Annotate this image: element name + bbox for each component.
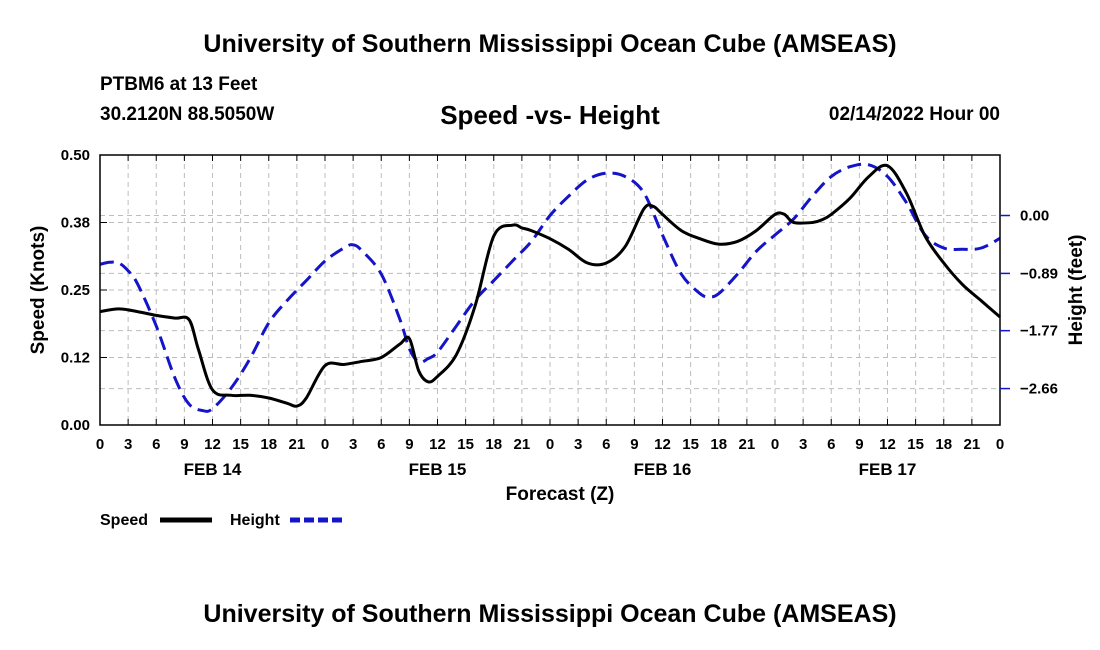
y-tick-label: 0.25: [61, 282, 90, 299]
x-day-label: FEB 17: [859, 460, 917, 479]
x-tick-label: 3: [349, 436, 357, 453]
footer-title: University of Southern Mississippi Ocean…: [203, 600, 897, 628]
axis-layer: 0 3 6 9 12 15 18 21 0 3 6 9 12 15 18 21 0 3 6 9 12 15 18 21 0 3 6 9…: [61, 147, 1058, 479]
x-tick-label: 15: [682, 436, 699, 453]
x-tick-label: 9: [180, 436, 188, 453]
speed-series-line: [99, 163, 1001, 408]
chart-subtitle: Speed -vs- Height: [440, 100, 660, 130]
x-tick-label: 3: [124, 436, 132, 453]
legend-height-label: Height: [230, 512, 280, 529]
y2-tick-label: 0.00: [1020, 208, 1049, 225]
x-tick-label: 3: [799, 436, 807, 453]
x-day-label: FEB 14: [184, 460, 242, 479]
x-tick-label: 6: [152, 436, 160, 453]
x-tick-label: 15: [232, 436, 249, 453]
x-axis-label: Forecast (Z): [506, 484, 615, 505]
x-tick-label: 0: [771, 436, 779, 453]
x-tick-label: 0: [546, 436, 554, 453]
x-tick-label: 21: [964, 436, 981, 453]
forecast-date: 02/14/2022 Hour 00: [828, 104, 1000, 125]
x-tick-label: 9: [630, 436, 638, 453]
y-tick-label: 0.38: [61, 215, 90, 232]
y2-tick-label: −1.77: [1020, 323, 1058, 340]
y-tick-label: 0.50: [61, 147, 90, 164]
series-layer: [99, 162, 1001, 413]
x-tick-label: 9: [405, 436, 413, 453]
x-tick-label: 18: [260, 436, 277, 453]
x-tick-label: 0: [321, 436, 329, 453]
x-tick-label: 15: [457, 436, 474, 453]
x-tick-label: 9: [855, 436, 863, 453]
x-tick-label: 6: [377, 436, 385, 453]
x-tick-label: 21: [739, 436, 756, 453]
y2-axis-label: Height (feet): [1066, 235, 1087, 346]
x-tick-label: 6: [602, 436, 610, 453]
x-tick-label: 21: [289, 436, 306, 453]
station-coordinates: 30.2120N 88.5050W: [100, 104, 275, 125]
x-tick-label: 12: [429, 436, 446, 453]
y-tick-label: 0.12: [61, 350, 90, 367]
x-tick-label: 3: [574, 436, 582, 453]
y-axis-label: Speed (Knots): [28, 226, 49, 355]
x-tick-label: 12: [654, 436, 671, 453]
x-tick-label: 18: [485, 436, 502, 453]
x-tick-label: 0: [96, 436, 104, 453]
x-tick-label: 18: [710, 436, 727, 453]
x-tick-label: 6: [827, 436, 835, 453]
chart-main-title: University of Southern Mississippi Ocean…: [203, 30, 897, 58]
station-label: PTBM6 at 13 Feet: [100, 74, 258, 95]
grid-layer: [100, 155, 1000, 425]
x-day-label: FEB 16: [634, 460, 692, 479]
y2-tick-label: −0.89: [1020, 265, 1058, 282]
x-tick-label: 15: [907, 436, 924, 453]
y2-tick-label: −2.66: [1020, 381, 1058, 398]
legend-speed-label: Speed: [100, 512, 148, 529]
x-tick-label: 0: [996, 436, 1004, 453]
y-tick-label: 0.00: [61, 417, 90, 434]
x-tick-label: 18: [935, 436, 952, 453]
legend: Speed Height: [100, 512, 342, 529]
x-tick-label: 12: [204, 436, 221, 453]
x-tick-label: 21: [514, 436, 531, 453]
x-tick-label: 12: [879, 436, 896, 453]
x-day-label: FEB 15: [409, 460, 467, 479]
